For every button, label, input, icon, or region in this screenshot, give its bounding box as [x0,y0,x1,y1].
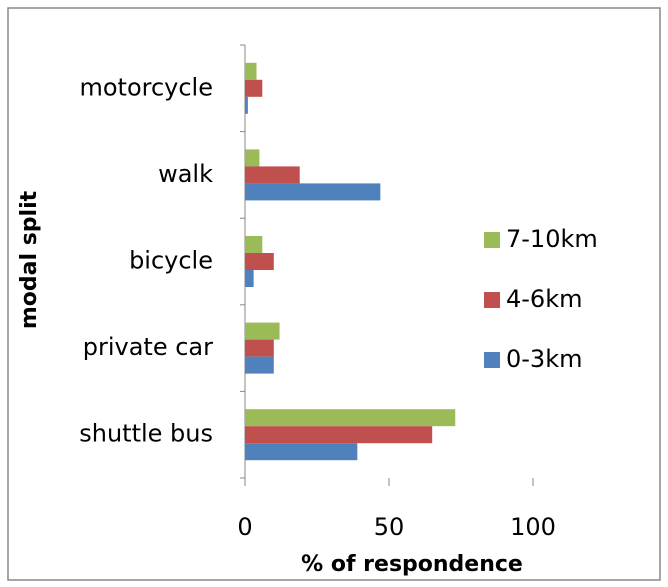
y-tick-label: walk [158,160,213,188]
legend-label: 0-3km [506,345,582,373]
chart-border [7,7,661,581]
legend-label: 7-10km [506,225,598,253]
bar [245,183,381,201]
x-tick-label: 100 [510,513,556,541]
legend-label: 4-6km [506,285,582,313]
legend-swatch [484,232,500,248]
x-tick-label: 50 [374,513,405,541]
bar [245,270,254,287]
bar [245,356,274,374]
bar [245,149,260,167]
x-tick-label: 0 [237,513,252,541]
bar [245,426,433,444]
bar [245,409,456,427]
bar [245,79,263,97]
x-axis-title: % of respondence [301,552,523,577]
bar [245,236,263,253]
legend-swatch [484,352,500,368]
bar [245,322,280,340]
bar [245,339,274,357]
y-axis-title: modal split [17,190,42,329]
y-tick-label: bicycle [129,247,213,275]
bar [245,96,248,114]
bar [245,443,358,461]
bar [245,253,274,270]
y-tick-label: private car [83,333,213,361]
legend-swatch [484,292,500,308]
y-tick-label: motorcycle [79,73,213,101]
y-tick-label: shuttle bus [79,420,213,448]
bar [245,62,257,80]
bar [245,166,300,184]
